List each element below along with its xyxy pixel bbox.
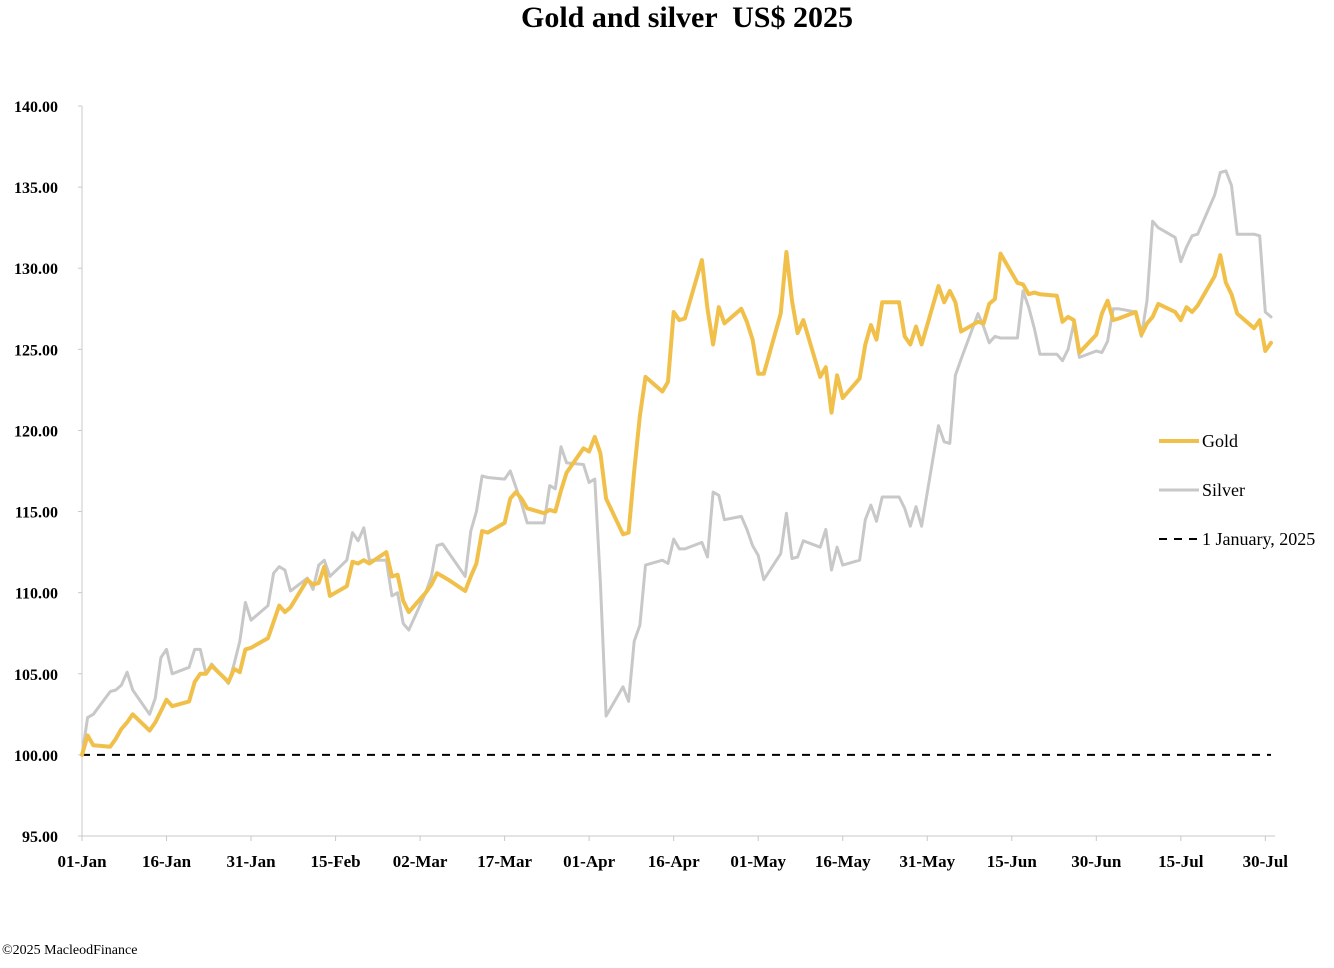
series-line-gold: [80, 250, 1273, 757]
x-tick-label: 15-Jun: [987, 852, 1038, 871]
legend: Gold Silver 1 January, 2025: [1159, 431, 1315, 549]
x-tick-label: 30-Jun: [1071, 852, 1122, 871]
x-tick-label: 01-Jan: [57, 852, 107, 871]
x-tick-label: 17-Mar: [477, 852, 532, 871]
x-tick-label: 15-Jul: [1158, 852, 1204, 871]
axes: [81, 106, 1275, 837]
y-axis-ticks: 95.00 100.00 105.00 110.00 115.00 120.00 125.0…: [14, 99, 82, 846]
y-tick-label: 105.00: [14, 667, 58, 684]
x-axis-ticks: 01-Jan 16-Jan 31-Jan 15-Feb 02-Mar 17-Mar 01-A…: [57, 836, 1288, 871]
y-tick-label: 125.00: [14, 342, 58, 359]
y-tick-label: 110.00: [15, 586, 58, 603]
y-tick-label: 120.00: [14, 423, 58, 440]
legend-label: 1 January, 2025: [1202, 529, 1315, 549]
chart-title: Gold and silver US$ 2025: [520, 1, 853, 34]
x-tick-label: 15-Feb: [311, 852, 361, 871]
x-tick-label: 01-May: [730, 852, 786, 871]
y-tick-label: 115.00: [15, 505, 58, 522]
series-lines: [80, 169, 1273, 757]
x-tick-label: 16-Jan: [142, 852, 192, 871]
legend-label: Silver: [1202, 480, 1245, 500]
y-tick-label: 135.00: [14, 180, 58, 197]
x-tick-label: 16-Apr: [648, 852, 700, 871]
y-tick-label: 95.00: [22, 829, 58, 846]
legend-label: Gold: [1202, 431, 1238, 451]
x-tick-label: 02-Mar: [393, 852, 448, 871]
y-tick-label: 140.00: [14, 99, 58, 116]
series-line-silver: [80, 169, 1273, 757]
copyright-notice: ©2025 MacleodFinance: [2, 943, 138, 958]
x-tick-label: 16-May: [815, 852, 871, 871]
x-tick-label: 01-Apr: [563, 852, 615, 871]
y-tick-label: 100.00: [14, 748, 58, 765]
x-tick-label: 31-May: [899, 852, 955, 871]
x-tick-label: 30-Jul: [1243, 852, 1289, 871]
y-tick-label: 130.00: [14, 261, 58, 278]
x-tick-label: 31-Jan: [226, 852, 276, 871]
